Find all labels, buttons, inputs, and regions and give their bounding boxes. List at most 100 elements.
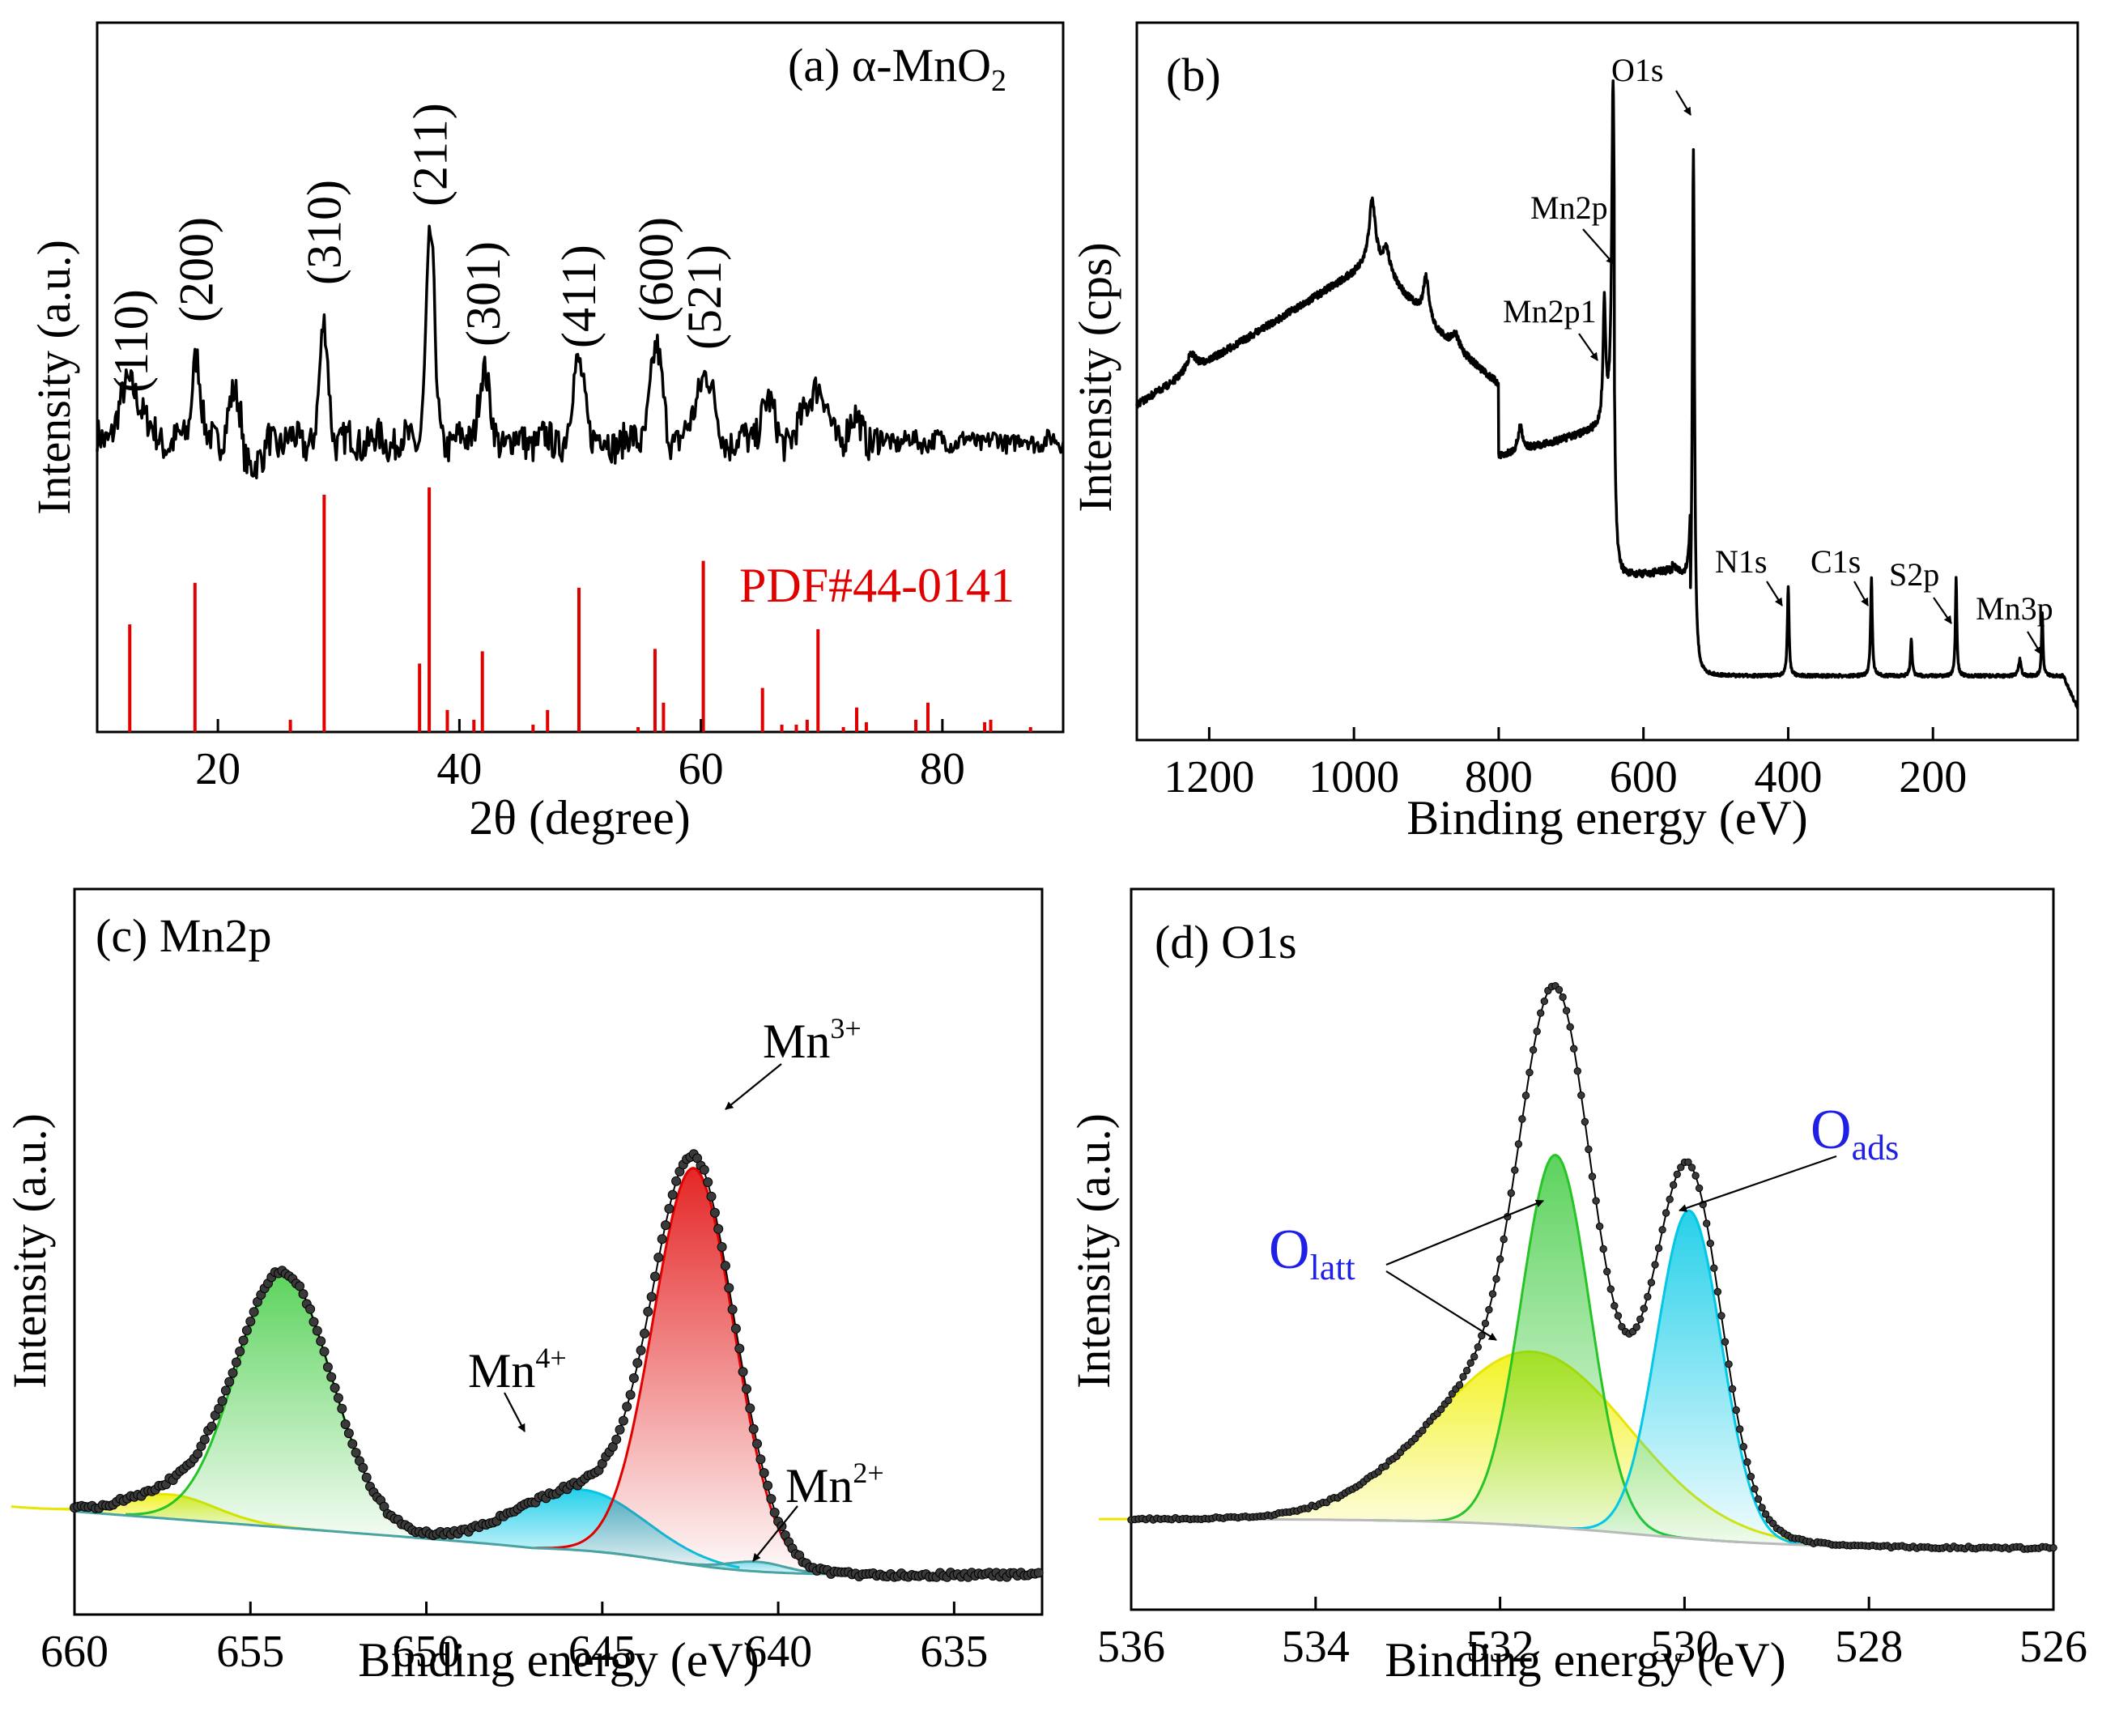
data-point — [745, 1403, 755, 1414]
data-point — [1592, 1197, 1600, 1205]
data-point — [1566, 1023, 1574, 1032]
d-tick-label-526: 526 — [2019, 1622, 2087, 1672]
data-point — [295, 1281, 305, 1291]
data-point — [625, 1389, 636, 1400]
hkl-label-3: (211) — [404, 103, 457, 206]
data-point — [235, 1347, 245, 1356]
fit-components — [1099, 1153, 1966, 1549]
mn-2p-half-fill — [126, 1272, 443, 1540]
data-point — [241, 1325, 252, 1336]
data-point — [347, 1439, 358, 1449]
data-point — [763, 1480, 773, 1491]
data-point — [312, 1325, 322, 1336]
d-tick-label-536: 536 — [1097, 1622, 1165, 1672]
annotation-arrow-2 — [1578, 333, 1598, 361]
data-point — [1687, 1164, 1696, 1172]
panel-c-frame — [73, 887, 1044, 1616]
data-point — [618, 1415, 628, 1426]
data-point — [1710, 1264, 1718, 1272]
data-point — [333, 1393, 343, 1403]
x-axis-label: Binding energy (eV) — [1406, 791, 1807, 845]
c-tick-label-650: 650 — [393, 1627, 461, 1677]
o-ads-label-main: O — [1811, 1099, 1852, 1161]
data-point — [1758, 1504, 1766, 1512]
data-point — [1732, 1406, 1740, 1415]
mn4-label: Mn4+ — [468, 1342, 567, 1398]
a-tick-label-20: 20 — [195, 744, 240, 794]
panel-a-title-main: (a) α-MnO — [788, 39, 991, 91]
data-point — [1666, 1195, 1674, 1203]
b-tick-label-1200: 1200 — [1164, 752, 1254, 802]
annotation-arrow-6 — [2027, 631, 2042, 655]
data-point — [748, 1423, 759, 1434]
data-point — [1636, 1315, 1645, 1324]
hkl-label-0: (110) — [104, 289, 158, 393]
b-tick-label-200: 200 — [1899, 752, 1967, 802]
data-point — [1525, 1068, 1534, 1077]
c-tick-label-635: 635 — [920, 1627, 988, 1677]
data-point — [769, 1508, 780, 1517]
a-tick-label-40: 40 — [436, 744, 482, 794]
data-point — [1614, 1312, 1623, 1320]
data-point — [1577, 1091, 1585, 1100]
data-point — [706, 1191, 717, 1202]
data-point — [664, 1203, 674, 1214]
data-point — [224, 1376, 235, 1387]
o-ads-label: Oads — [1811, 1099, 1899, 1168]
data-point — [1518, 1115, 1526, 1123]
x-axis-ticks: 20 40 60 80 — [195, 719, 965, 794]
mn2-label: Mn2+ — [785, 1457, 884, 1513]
data-point — [622, 1402, 632, 1412]
data-point — [730, 1323, 741, 1334]
data-point — [1706, 1239, 1715, 1248]
data-point — [316, 1336, 326, 1347]
data-point — [1747, 1472, 1755, 1481]
annotation-label-1: Mn2p — [1530, 189, 1608, 226]
data-point — [766, 1494, 777, 1504]
data-point — [1721, 1338, 1730, 1346]
data-point — [1595, 1222, 1604, 1231]
data-point — [1603, 1267, 1611, 1276]
c-tick-label-640: 640 — [744, 1627, 812, 1677]
data-point — [1703, 1219, 1711, 1228]
x-axis-ticks: 660 655 650 645 640 635 — [40, 1602, 988, 1677]
data-point — [759, 1468, 769, 1479]
data-point — [1644, 1292, 1652, 1301]
c-tick-label-660: 660 — [40, 1627, 109, 1677]
data-point — [703, 1177, 713, 1187]
data-point — [717, 1242, 727, 1252]
annotation-label-0: O1s — [1611, 52, 1663, 88]
data-points — [1127, 981, 2057, 1553]
data-point — [615, 1424, 625, 1435]
mn2-fill — [598, 1551, 916, 1575]
o-latt-label: Olatt — [1269, 1219, 1355, 1287]
data-point — [1673, 1170, 1682, 1179]
data-point — [1514, 1140, 1523, 1148]
y-axis-label: Intensity (a.u.) — [3, 1113, 56, 1389]
data-point — [713, 1223, 724, 1234]
mn4-label-sup: 4+ — [535, 1342, 566, 1374]
data-point — [1445, 1396, 1453, 1405]
data-point — [1466, 1359, 1474, 1368]
b-tick-label-1000: 1000 — [1308, 752, 1399, 802]
data-point — [646, 1291, 657, 1302]
data-point — [220, 1385, 231, 1396]
data-point — [1606, 1285, 1615, 1293]
data-point — [1033, 1568, 1044, 1578]
x-axis-label: 2θ (degree) — [469, 791, 691, 845]
data-point — [330, 1383, 340, 1393]
mn3-arrow — [725, 1063, 782, 1110]
data-point — [1654, 1244, 1663, 1253]
data-point — [249, 1307, 259, 1317]
d-tick-label-534: 534 — [1282, 1622, 1350, 1672]
data-point — [671, 1176, 682, 1186]
data-point — [1658, 1226, 1666, 1234]
data-point — [1640, 1304, 1649, 1313]
data-point — [343, 1428, 354, 1439]
data-point — [1500, 1235, 1508, 1244]
o-ads-fill — [1513, 1211, 1865, 1547]
hkl-label-7: (521) — [678, 245, 731, 350]
data-point — [1713, 1287, 1722, 1296]
data-point — [1570, 1045, 1578, 1053]
